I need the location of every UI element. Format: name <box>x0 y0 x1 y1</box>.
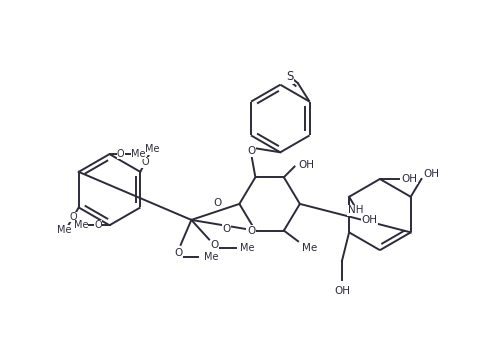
Text: O: O <box>247 226 255 236</box>
Text: O: O <box>223 224 231 234</box>
Text: O: O <box>247 146 256 156</box>
Text: Me: Me <box>131 149 145 159</box>
Text: O: O <box>117 149 125 159</box>
Text: OH: OH <box>334 286 350 296</box>
Text: OH: OH <box>401 174 417 184</box>
Text: Me: Me <box>204 252 218 262</box>
Text: NH: NH <box>348 205 363 215</box>
Text: O: O <box>95 220 102 230</box>
Text: O: O <box>175 248 183 258</box>
Text: Me: Me <box>302 243 317 253</box>
Text: O: O <box>70 212 77 222</box>
Text: OH: OH <box>361 215 378 225</box>
Text: Me: Me <box>241 243 255 253</box>
Text: Me: Me <box>57 225 71 235</box>
Text: O: O <box>141 157 149 167</box>
Text: Me: Me <box>145 145 160 154</box>
Text: Me: Me <box>73 220 88 230</box>
Text: S: S <box>286 70 294 83</box>
Text: OH: OH <box>298 160 314 170</box>
Text: O: O <box>211 240 218 250</box>
Text: O: O <box>213 198 221 208</box>
Text: OH: OH <box>423 169 439 179</box>
